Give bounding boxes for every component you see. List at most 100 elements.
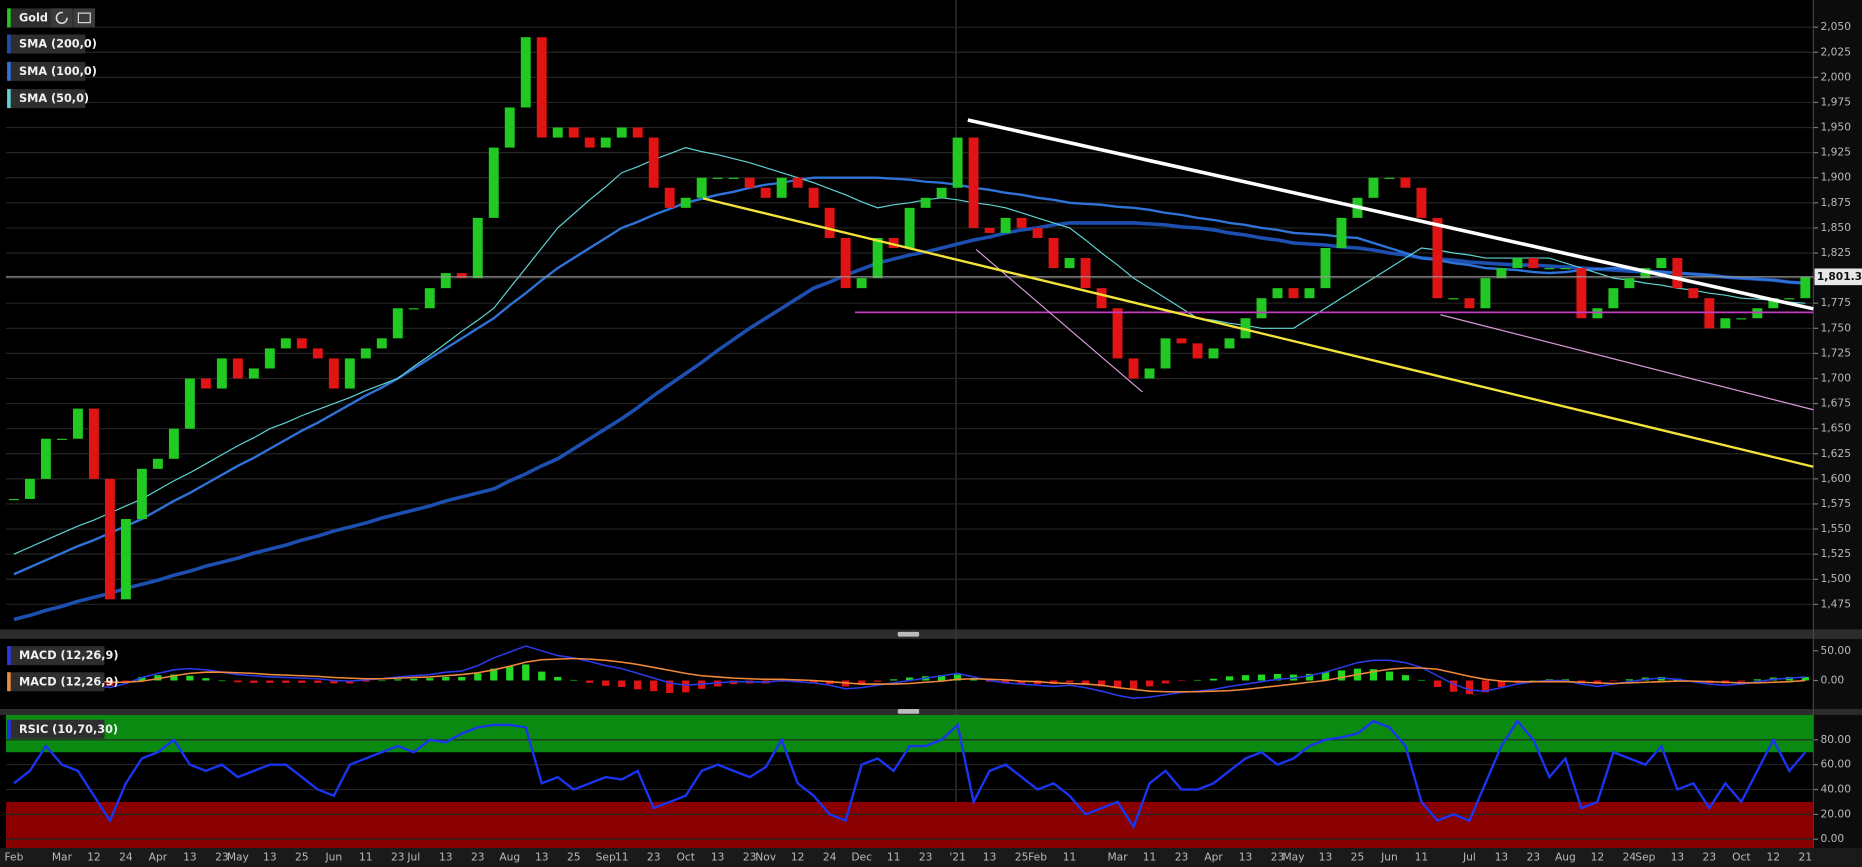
resize-handle[interactable] [897, 631, 920, 637]
macd-histogram-bar [1737, 680, 1745, 682]
macd-histogram-bar [970, 678, 978, 681]
legend-rsi-swatch [7, 719, 11, 739]
x-tick-label: Jun [1380, 850, 1398, 863]
macd-histogram-bar [1113, 680, 1122, 689]
macd-histogram-bar [1065, 680, 1074, 683]
x-tick-label: 13 [1671, 850, 1685, 863]
refresh-button[interactable] [51, 8, 73, 28]
trend-line[interactable] [702, 197, 1814, 468]
x-tick-label: 11 [615, 850, 629, 863]
sma-line [13, 176, 1806, 576]
legend-sma-text: SMA (50,0) [19, 92, 89, 105]
x-tick-label: 21 [1799, 850, 1813, 863]
macd-histogram-bar [538, 671, 546, 681]
plot-layer: 1,475 1,500 1,525 1,550 1,575 1,600 1,625 1,650… [4, 20, 1862, 863]
x-tick-label: 11 [1063, 850, 1077, 863]
x-tick-label: 13 [183, 850, 197, 863]
settings-icon[interactable] [77, 12, 91, 24]
legend-sma-swatch [7, 34, 11, 54]
candle [1416, 187, 1427, 218]
x-tick-label: 25 [567, 850, 581, 863]
legend-layer: Gold SMA (200,0) SMA (100,0) SMA (50,0) MACD… [7, 8, 119, 739]
legend-macd-text: MACD (12,26,9) [19, 675, 119, 688]
candle [232, 358, 243, 379]
channel-line[interactable] [1440, 314, 1814, 411]
candle [472, 217, 483, 279]
rsi-line [13, 719, 1807, 830]
candle [152, 458, 163, 469]
legend-rsi-box[interactable] [7, 719, 105, 739]
macd-histogram-bar [346, 680, 354, 684]
candle [552, 127, 563, 138]
macd-histogram-bar [1753, 679, 1761, 681]
candle [936, 187, 947, 198]
macd-histogram-bar [1465, 680, 1474, 695]
panel-separator [0, 629, 1862, 639]
macd-histogram-bar [1081, 680, 1090, 685]
macd-histogram-bar [266, 680, 274, 683]
x-tick-label: 23 [1175, 850, 1189, 863]
macd-histogram-bar [1369, 669, 1378, 681]
macd-histogram-bar [954, 674, 962, 681]
macd-histogram-bar [650, 680, 658, 692]
candle [648, 137, 659, 188]
macd-histogram-bar [1001, 680, 1010, 684]
legend-sma-box[interactable] [7, 61, 86, 81]
candle [1208, 348, 1219, 359]
x-tick-label: 13 [711, 850, 725, 863]
x-tick-label: Aug [1555, 850, 1576, 863]
last-price-box [1814, 268, 1862, 286]
candle [616, 127, 627, 138]
x-tick-label: 13 [535, 850, 549, 863]
macd-histogram-bar [474, 673, 482, 681]
candle [1064, 258, 1075, 269]
y-tick-label: 1,825 [1820, 246, 1851, 259]
y-tick-label: 1,550 [1820, 522, 1851, 535]
candle [88, 408, 99, 479]
refresh-icon[interactable] [55, 11, 68, 24]
candle [520, 37, 531, 108]
macd-histogram-bar [426, 678, 434, 681]
y-tick-label: 1,625 [1820, 447, 1851, 460]
macd-histogram-bar [330, 680, 338, 684]
x-tick-label: 11 [1415, 850, 1429, 863]
candle [264, 348, 275, 369]
x-tick-label: Apr [1204, 850, 1223, 863]
candle [1032, 227, 1043, 238]
candle [312, 348, 323, 359]
macd-histogram-bar [874, 680, 882, 682]
channel-line[interactable] [975, 248, 1143, 393]
macd-histogram-bar [442, 676, 450, 681]
candle [1624, 278, 1635, 289]
legend-macd-box[interactable] [7, 646, 105, 666]
oversold-zone [5, 801, 1814, 848]
macd-histogram-bar [618, 680, 626, 688]
macd-histogram-bar [1401, 675, 1410, 681]
candle [1000, 217, 1011, 233]
candle [216, 358, 227, 389]
macd-histogram-bar [1433, 680, 1442, 688]
trend-line[interactable] [967, 118, 1814, 311]
macd-histogram-bar [1241, 675, 1250, 681]
x-tick-label: 23 [1527, 850, 1541, 863]
legend-sma-box[interactable] [7, 34, 86, 54]
settings-button[interactable] [73, 8, 95, 28]
legend-macd-box[interactable] [7, 672, 105, 692]
macd-histogram-bar [1257, 674, 1266, 681]
candle [1576, 268, 1587, 319]
macd-histogram-bar [1273, 673, 1282, 681]
macd-histogram-bar [810, 680, 818, 683]
legend-sma-box[interactable] [7, 89, 86, 109]
candle [1720, 318, 1731, 329]
candle [104, 478, 115, 600]
resize-handle[interactable] [897, 709, 920, 714]
macd-histogram-bar [154, 675, 162, 681]
legend-sma-text: SMA (200,0) [19, 38, 97, 51]
y-tick-label: 1,475 [1820, 597, 1851, 610]
x-tick-label: 12 [1767, 850, 1781, 863]
candle [1096, 288, 1107, 309]
x-tick-label: 12 [791, 850, 805, 863]
y-tick-label: 2,025 [1820, 45, 1851, 58]
candle [776, 177, 787, 198]
legend-macd-swatch [7, 646, 11, 666]
